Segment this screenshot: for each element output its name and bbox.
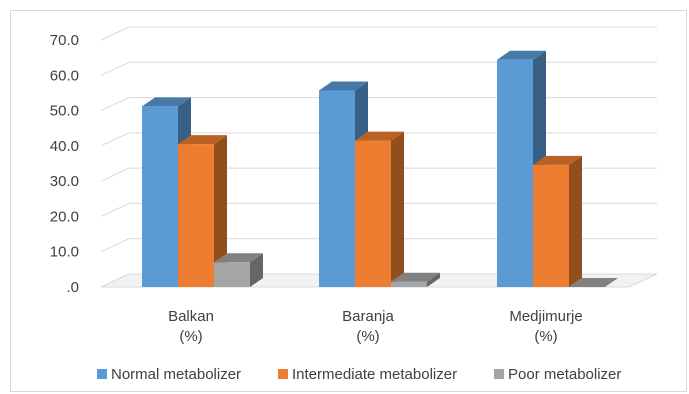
legend-item: Normal metabolizer	[97, 366, 241, 383]
bar-top	[497, 50, 546, 60]
bar-front	[319, 90, 355, 287]
bar-side	[569, 155, 582, 287]
legend-label: Poor metabolizer	[508, 366, 621, 383]
y-tick-label: 40.0	[50, 138, 79, 155]
bar-side	[250, 253, 263, 287]
y-tick-label: 70.0	[50, 32, 79, 49]
bar-front	[355, 140, 391, 287]
bar-top	[142, 97, 191, 107]
gridline	[100, 202, 657, 217]
bar-front	[497, 59, 533, 288]
bar-top	[533, 155, 582, 165]
bar-chart: .0 10.0 20.0 30.0 40.0 50.0 60.0 70.0 Balkan (%)…	[50, 26, 658, 383]
bar	[391, 272, 440, 287]
y-tick-label: 20.0	[50, 208, 79, 225]
x-category-label: (%)	[179, 328, 202, 345]
bar	[178, 135, 227, 287]
x-category-label: (%)	[534, 328, 557, 345]
bar-side	[427, 272, 440, 287]
bar	[569, 278, 618, 287]
legend-label: Intermediate metabolizer	[292, 366, 457, 383]
bar-front	[178, 144, 214, 287]
gridline	[100, 132, 657, 147]
bar-top	[214, 253, 263, 263]
legend-swatch	[494, 369, 504, 379]
gridline	[100, 26, 657, 41]
y-axis-ticks: .0 10.0 20.0 30.0 40.0 50.0 60.0 70.0	[50, 32, 79, 296]
legend-item: Intermediate metabolizer	[278, 366, 457, 383]
y-tick-label: 30.0	[50, 173, 79, 190]
bar	[355, 131, 404, 287]
y-tick-label: 50.0	[50, 103, 79, 120]
bar-side	[391, 131, 404, 287]
bar-top	[178, 135, 227, 145]
legend-swatch	[278, 369, 288, 379]
y-tick-label: .0	[66, 279, 79, 296]
bars	[142, 50, 618, 288]
gridline	[100, 61, 657, 76]
bar-side	[214, 135, 227, 287]
bar	[214, 253, 263, 287]
y-tick-label: 10.0	[50, 244, 79, 261]
x-category-label: Balkan	[168, 308, 214, 325]
bar-top	[319, 81, 368, 91]
bar-front	[214, 262, 250, 287]
gridline	[100, 97, 657, 112]
chart-frame: .0 10.0 20.0 30.0 40.0 50.0 60.0 70.0 Balkan (%)…	[10, 10, 687, 392]
bar	[533, 155, 582, 287]
gridline	[100, 167, 657, 182]
bar-front	[142, 106, 178, 287]
bar-front	[533, 164, 569, 287]
legend-item: Poor metabolizer	[494, 366, 621, 383]
x-category-label: Baranja	[342, 308, 394, 325]
x-category-label: (%)	[356, 328, 379, 345]
bar-front	[391, 281, 427, 287]
bar-top	[355, 131, 404, 141]
y-tick-label: 60.0	[50, 67, 79, 84]
bar-top	[569, 278, 618, 287]
legend-swatch	[97, 369, 107, 379]
x-axis-categories: Balkan (%) Baranja (%) Medjimurje (%)	[168, 308, 583, 345]
gridline	[100, 238, 657, 253]
gridlines	[100, 26, 657, 288]
legend-label: Normal metabolizer	[111, 366, 241, 383]
bar-top	[391, 272, 440, 282]
legend: Normal metabolizer Intermediate metaboliz…	[97, 366, 621, 383]
x-category-label: Medjimurje	[509, 308, 582, 325]
